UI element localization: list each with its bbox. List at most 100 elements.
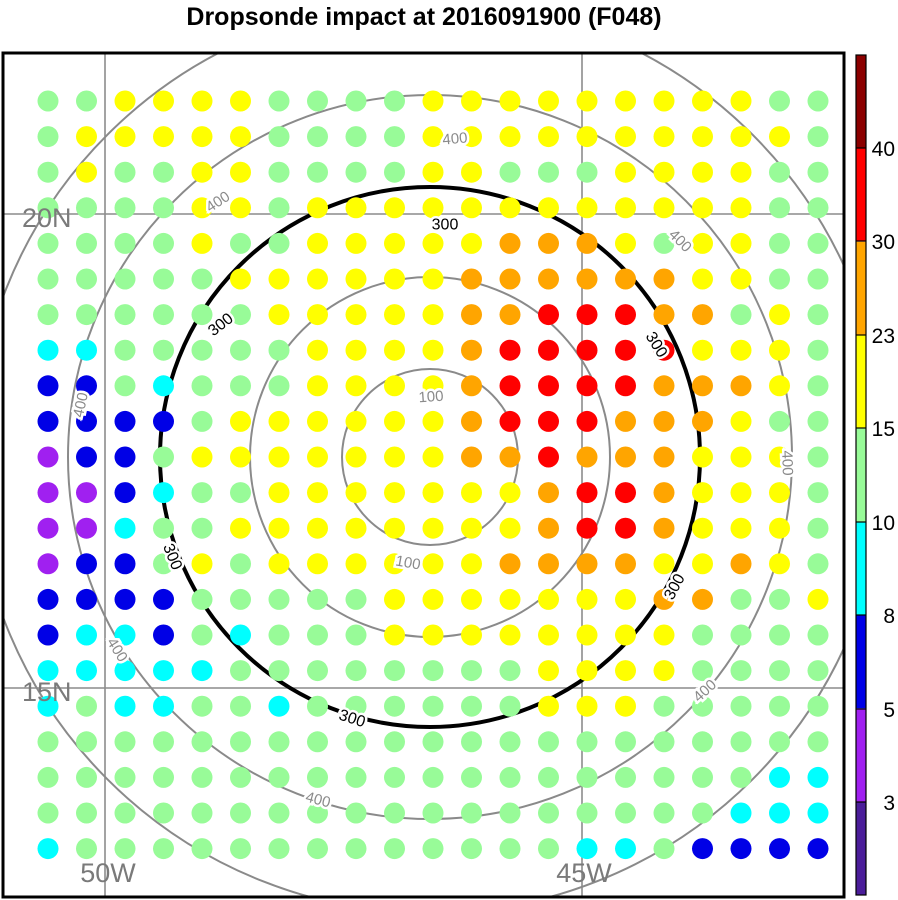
impact-dot	[422, 339, 444, 361]
impact-dot	[422, 446, 444, 468]
impact-dot	[538, 446, 559, 468]
impact-dot	[384, 90, 405, 112]
impact-dot	[730, 766, 752, 788]
impact-dot	[653, 161, 675, 183]
impact-dot	[307, 838, 328, 860]
colorbar-segment	[856, 335, 866, 429]
impact-dot	[538, 802, 559, 824]
impact-dot	[307, 660, 328, 682]
impact-dot	[499, 446, 521, 468]
impact-dot	[37, 90, 59, 112]
impact-dot	[345, 624, 367, 646]
impact-dot	[692, 482, 713, 504]
impact-dot	[422, 695, 444, 717]
impact-dot	[422, 802, 444, 824]
impact-dot	[345, 517, 367, 539]
impact-dot	[730, 517, 752, 539]
impact-dot	[37, 624, 59, 646]
impact-dot	[730, 802, 752, 824]
impact-dot	[307, 197, 328, 219]
impact-dot	[692, 588, 713, 610]
impact-dot	[114, 197, 136, 219]
impact-dot	[461, 410, 482, 432]
impact-dot	[692, 766, 713, 788]
impact-dot	[538, 126, 559, 148]
colorbar-segment	[856, 801, 866, 895]
impact-dot	[769, 232, 790, 254]
impact-dot	[885, 197, 898, 218]
impact-dot	[615, 446, 636, 468]
impact-dot	[769, 517, 790, 539]
impact-dot	[345, 232, 367, 254]
impact-dot	[191, 731, 213, 753]
impact-dot	[345, 588, 367, 610]
impact-dot	[692, 802, 713, 824]
impact-dot	[384, 268, 405, 290]
impact-dot	[576, 197, 598, 219]
impact-dot	[307, 90, 328, 112]
impact-dot	[384, 410, 405, 432]
impact-dot	[268, 232, 290, 254]
impact-dot	[191, 410, 213, 432]
impact-dot	[153, 410, 174, 432]
impact-dot	[653, 90, 675, 112]
impact-dot	[345, 660, 367, 682]
impact-dot	[615, 339, 636, 361]
impact-dot	[538, 624, 559, 646]
impact-dot	[307, 588, 328, 610]
impact-dot	[576, 410, 598, 432]
impact-dot	[114, 660, 136, 682]
impact-dot	[422, 410, 444, 432]
impact-dot	[37, 660, 59, 682]
impact-dot	[499, 304, 521, 326]
impact-dot	[730, 375, 752, 397]
impact-dot	[807, 126, 829, 148]
impact-dot	[807, 232, 829, 254]
impact-dot	[615, 517, 636, 539]
colorbar-segment	[856, 615, 866, 709]
colorbar-frame	[855, 54, 867, 896]
impact-dot	[422, 161, 444, 183]
impact-dot	[384, 588, 405, 610]
impact-dot	[461, 517, 482, 539]
map-title: Dropsonde impact at 2016091900 (F048)	[186, 3, 662, 31]
impact-dot	[499, 232, 521, 254]
impact-dot	[76, 553, 97, 575]
impact-dot	[153, 695, 174, 717]
impact-dot	[422, 553, 444, 575]
impact-dot	[807, 375, 829, 397]
impact-dot	[230, 660, 251, 682]
impact-dot	[885, 447, 898, 468]
impact-dot	[615, 90, 636, 112]
impact-dot	[153, 553, 174, 575]
impact-dot	[576, 731, 598, 753]
impact-dot	[230, 802, 251, 824]
impact-dot	[730, 232, 752, 254]
impact-dot	[307, 446, 328, 468]
impact-dot	[807, 695, 829, 717]
impact-dot	[499, 161, 521, 183]
colorbar-label: 5	[883, 699, 895, 722]
impact-dot	[153, 624, 174, 646]
impact-dot	[653, 838, 675, 860]
impact-dot	[37, 339, 59, 361]
impact-dot	[114, 126, 136, 148]
impact-dot	[345, 695, 367, 717]
impact-dot	[769, 339, 790, 361]
impact-dot	[268, 161, 290, 183]
impact-dot	[37, 161, 59, 183]
impact-dot	[615, 304, 636, 326]
impact-dot	[191, 446, 213, 468]
impact-dot	[230, 766, 251, 788]
colorbar-label: 10	[872, 512, 895, 535]
impact-dot	[153, 482, 174, 504]
impact-dot	[461, 624, 482, 646]
impact-dot	[807, 304, 829, 326]
colorbar-segment	[856, 428, 866, 522]
impact-dot	[345, 446, 367, 468]
impact-dot	[384, 838, 405, 860]
graticule-labels: 20N 15N 50W 45W	[22, 203, 612, 888]
impact-dot	[307, 553, 328, 575]
impact-dot	[807, 339, 829, 361]
impact-dot	[76, 197, 97, 219]
